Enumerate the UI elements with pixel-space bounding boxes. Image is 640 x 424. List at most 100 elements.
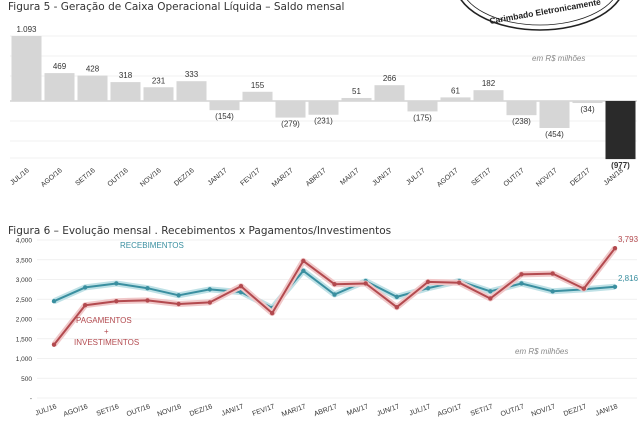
x-tick-label: SET/16 <box>96 403 120 418</box>
bar-set-16 <box>77 75 108 101</box>
bar-fev-17 <box>242 91 273 101</box>
data-point <box>332 292 337 297</box>
x-tick-label: AGO/16 <box>40 167 64 189</box>
x-tick-label: MAI/17 <box>339 167 361 187</box>
data-point <box>612 245 618 251</box>
series-label-investimentos: INVESTIMENTOS <box>74 338 139 347</box>
y-tick-label: 4,000 <box>16 238 33 245</box>
y-tick-label: - <box>30 396 32 403</box>
x-tick-label: OUT/17 <box>500 403 526 418</box>
data-point <box>114 281 119 286</box>
bar-value-label: (454) <box>545 130 564 139</box>
data-point <box>82 285 88 290</box>
x-tick-label: JUL/16 <box>9 167 31 187</box>
series-end-label: 2,816 <box>618 274 639 283</box>
x-tick-label: NOV/16 <box>157 403 183 418</box>
data-point <box>363 281 368 286</box>
bar-value-label: 61 <box>451 86 460 95</box>
x-tick-label: OUT/16 <box>126 403 152 418</box>
bar-nov-16 <box>143 87 174 101</box>
bar-mai-17 <box>341 97 372 101</box>
data-point <box>394 294 400 300</box>
data-point <box>519 281 524 286</box>
x-tick-label: AGO/16 <box>63 403 89 418</box>
series-label-recebimentos: RECEBIMENTOS <box>120 241 184 250</box>
figure6-title: Figura 6 – Evolução mensal . Recebimento… <box>8 225 392 237</box>
y-tick-label: 3,000 <box>16 277 33 284</box>
x-tick-label: ABR/17 <box>313 403 338 418</box>
bar-chart-figure5: 1.093 469 428 318 231 333 (154) 155 (279) (231) 51… <box>9 0 637 189</box>
y-tick-label: 2,000 <box>16 317 33 324</box>
data-point <box>301 268 306 274</box>
data-point <box>394 304 400 310</box>
bar-value-label: 51 <box>352 87 361 96</box>
x-tick-label: DEZ/17 <box>569 167 592 188</box>
stamp-seal-icon: Carimbado Eletronicamente <box>460 0 620 31</box>
x-tick-label: DEZ/16 <box>189 403 214 418</box>
x-tick-label: JUN/17 <box>376 403 400 418</box>
figure5-unit-note: em R$ milhões <box>532 54 585 63</box>
series-end-label: 3,793 <box>618 235 639 244</box>
data-point <box>519 272 524 277</box>
x-tick-label: DEZ/17 <box>563 403 588 418</box>
x-tick-label: JAN/17 <box>207 167 229 187</box>
x-tick-label: JUN/17 <box>371 167 393 187</box>
data-point <box>51 299 57 304</box>
bar-abr-17 <box>308 101 339 115</box>
series-label-plus: + <box>104 327 109 336</box>
x-tick-label: SET/17 <box>470 403 494 418</box>
x-tick-label: FEV/17 <box>252 403 276 418</box>
x-tick-label: FEV/17 <box>239 167 261 187</box>
data-point <box>488 289 493 294</box>
bar-nov-17 <box>539 101 570 128</box>
bar-out-17 <box>506 101 537 116</box>
data-point <box>145 298 150 303</box>
x-tick-label: OUT/16 <box>107 167 130 188</box>
bar-ago-17 <box>440 97 471 101</box>
bar-value-label: 333 <box>185 70 199 79</box>
bar-jun-17 <box>374 85 405 101</box>
data-point <box>145 285 150 291</box>
bar-jul-16 <box>11 36 42 101</box>
data-point <box>82 302 88 308</box>
bar-value-label: 428 <box>86 65 100 74</box>
x-tick-label: NOV/17 <box>535 167 559 188</box>
y-tick-label: 1,000 <box>16 356 33 363</box>
line-chart-figure6: -5001,0001,5002,0002,5003,0003,5004,000 … <box>16 235 639 418</box>
data-point <box>207 287 213 292</box>
x-tick-label: JUL/17 <box>408 403 431 417</box>
bar-value-label: (154) <box>215 112 234 121</box>
x-tick-label: MAR/17 <box>281 403 307 418</box>
bar-value-label: 1.093 <box>16 25 37 34</box>
data-point <box>425 279 431 285</box>
x-tick-label: ABR/17 <box>305 167 328 188</box>
bar-value-label: 266 <box>383 74 397 83</box>
bar-value-label: 231 <box>152 76 166 85</box>
x-tick-label: JUL/16 <box>34 403 57 417</box>
data-point <box>114 299 119 304</box>
bar-dez-17 <box>572 101 603 104</box>
data-point <box>51 342 57 347</box>
bar-value-label: (231) <box>314 117 333 126</box>
figure5-title: Figura 5 - Geração de Caixa Operacional … <box>8 1 345 13</box>
y-tick-label: 500 <box>21 376 32 383</box>
y-tick-label: 3,500 <box>16 257 33 264</box>
data-point <box>550 271 555 276</box>
bar-jul-17 <box>407 101 438 112</box>
y-tick-label: 1,500 <box>16 336 33 343</box>
bar-ago-16 <box>44 73 75 101</box>
data-point <box>176 293 181 298</box>
data-point <box>269 310 275 316</box>
bar-value-label: (238) <box>512 117 531 126</box>
data-point <box>581 286 587 291</box>
x-tick-label: JAN/18 <box>595 403 619 417</box>
bar-jan-17 <box>209 101 240 111</box>
data-point <box>488 296 493 301</box>
bar-dez-16 <box>176 81 207 101</box>
bar-value-label: (34) <box>580 105 595 114</box>
x-tick-label: NOV/17 <box>531 403 557 418</box>
bar-value-label: (279) <box>281 120 300 129</box>
bar-jan-18 <box>605 101 636 160</box>
bar-value-label: (175) <box>413 113 432 122</box>
x-tick-label: AGO/17 <box>436 167 460 189</box>
